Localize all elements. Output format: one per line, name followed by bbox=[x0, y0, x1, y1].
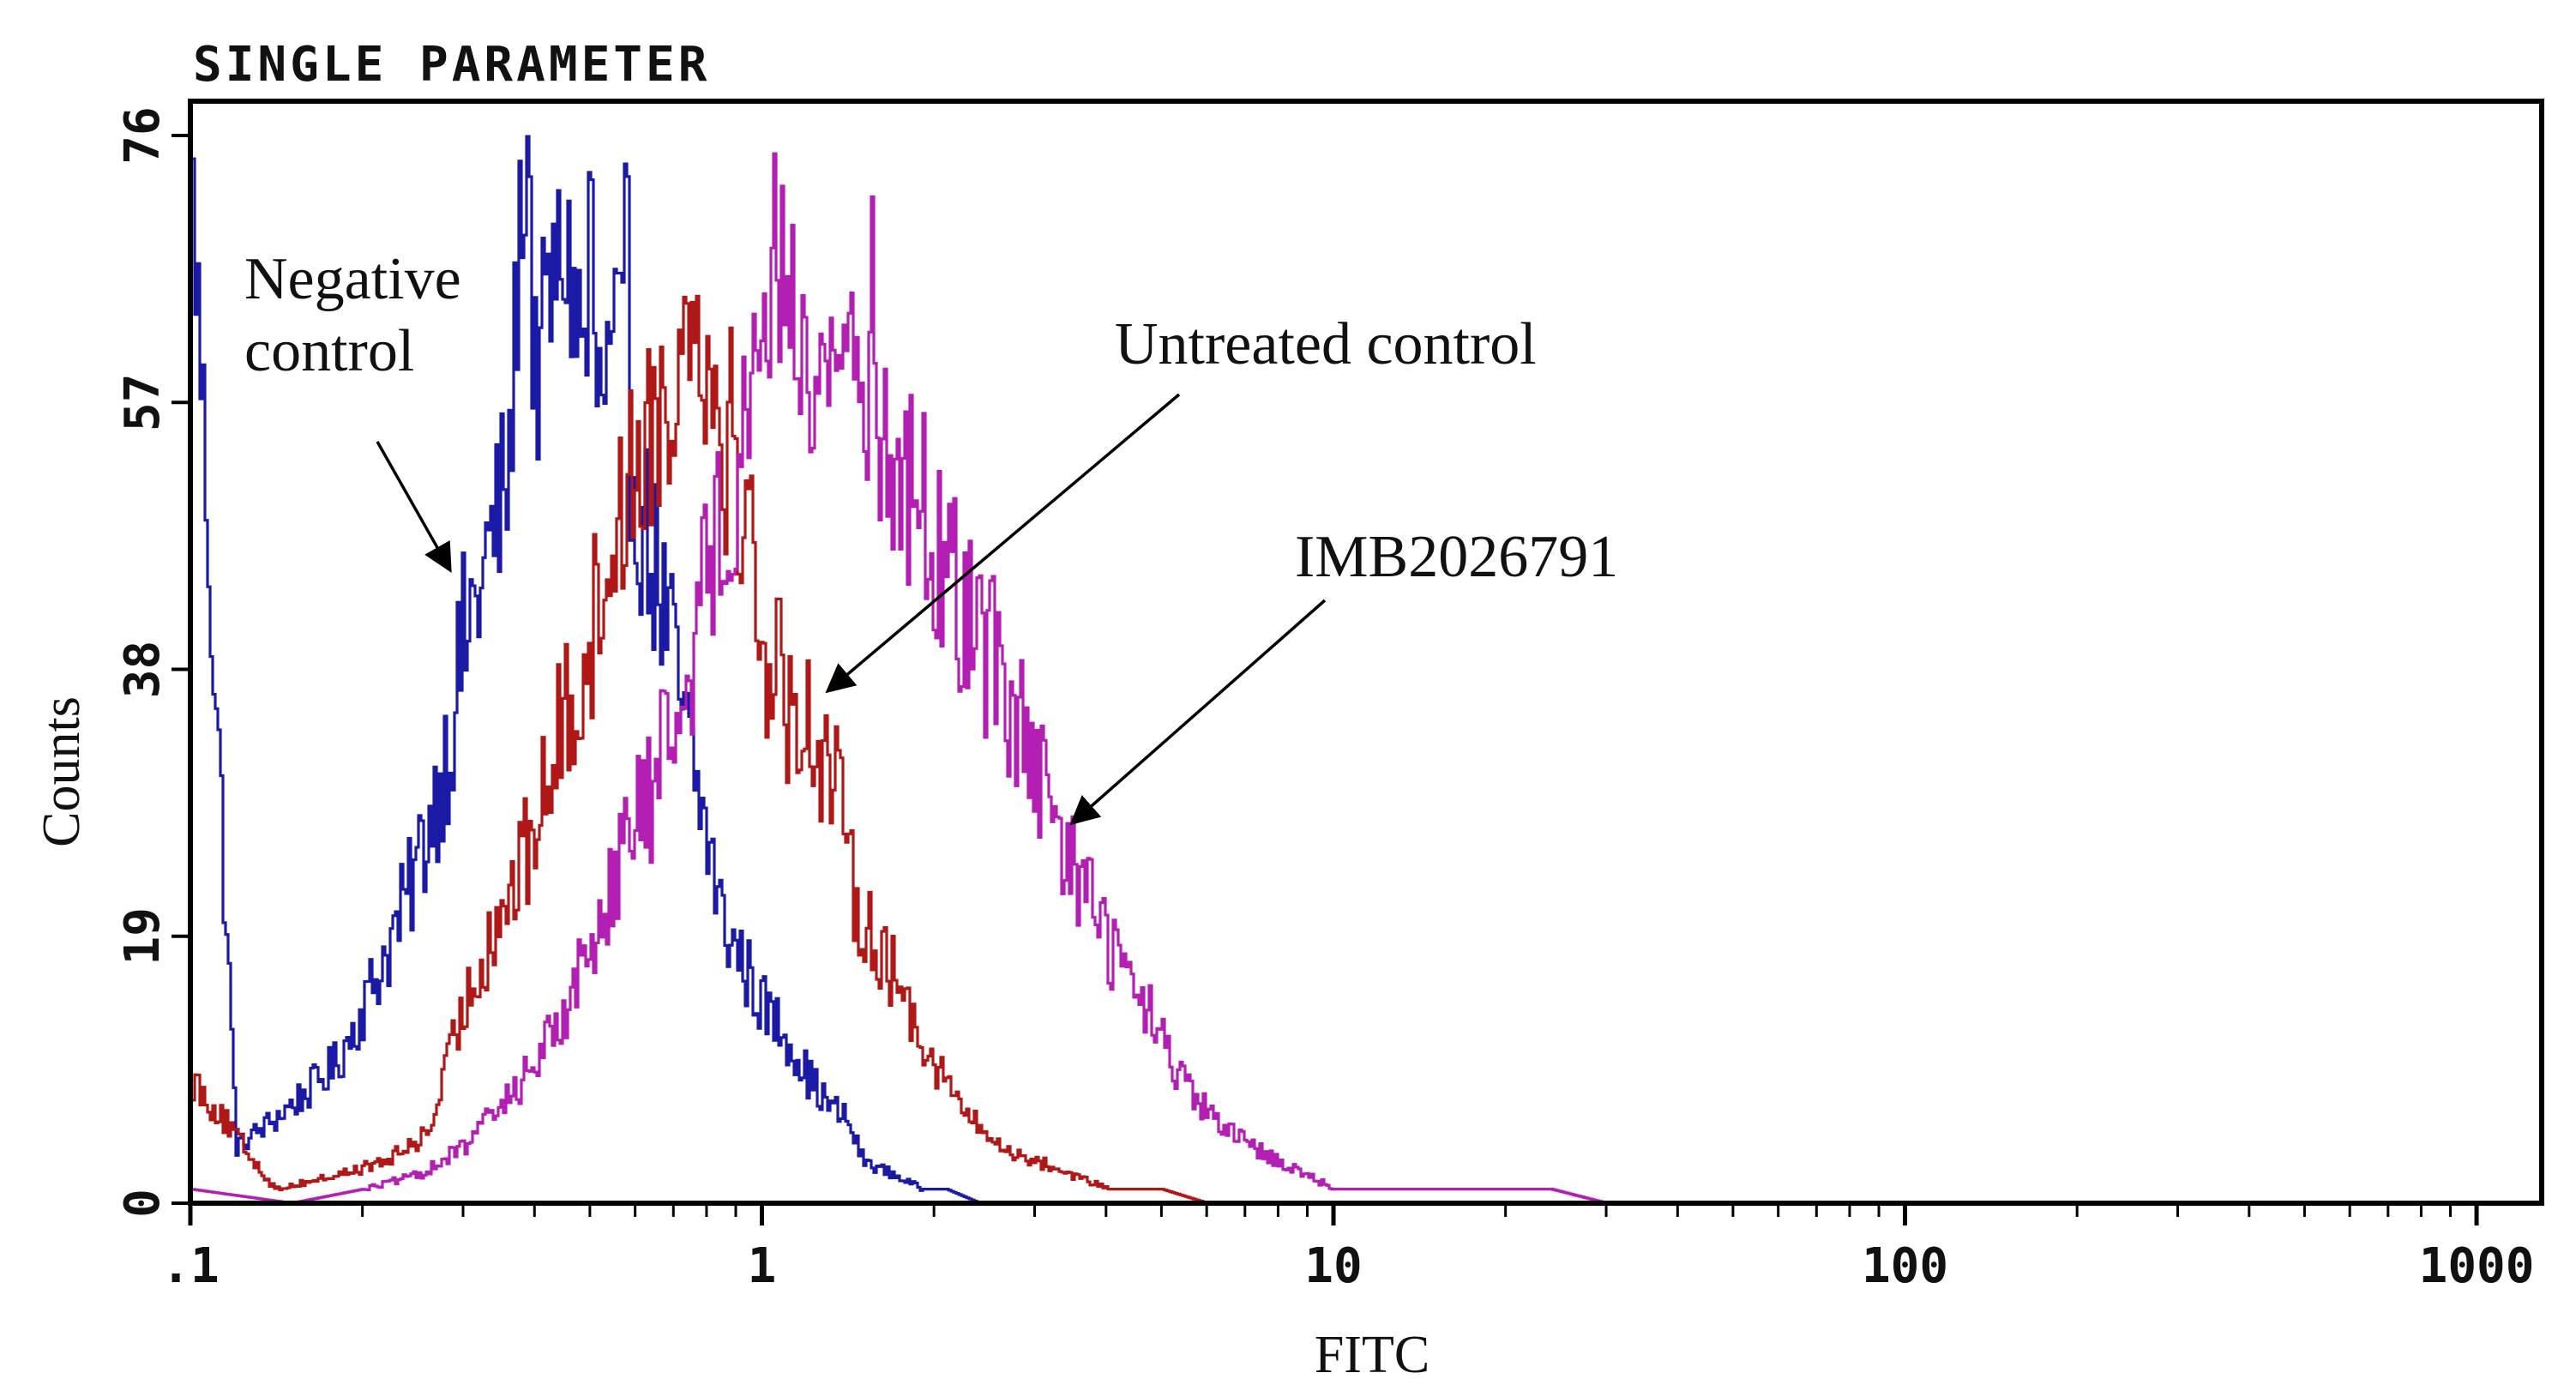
x-tick-label: 1000 bbox=[2419, 1238, 2535, 1294]
annotation-arrow bbox=[1069, 599, 1327, 826]
annotation-arrow bbox=[376, 441, 452, 573]
annotation-arrow bbox=[825, 393, 1181, 694]
y-tick-label: 19 bbox=[115, 907, 171, 965]
y-tick-label: 38 bbox=[115, 641, 171, 698]
x-axis-label: FITC bbox=[1315, 1326, 1429, 1384]
histogram-series-1 bbox=[192, 294, 2541, 1205]
annotation-label: IMB2026791 bbox=[1295, 524, 1618, 590]
annotation-label: Untreated control bbox=[1115, 311, 1537, 377]
y-tick-label: 57 bbox=[115, 374, 171, 431]
x-tick-label: .1 bbox=[161, 1238, 219, 1294]
x-tick-label: 100 bbox=[1862, 1238, 1948, 1294]
annotation-label: Negative bbox=[244, 246, 461, 312]
x-tick-label: 1 bbox=[748, 1238, 777, 1294]
plot-frame bbox=[188, 99, 2544, 1206]
annotation-label: control bbox=[244, 318, 414, 384]
chart-title: SINGLE PARAMETER bbox=[193, 37, 710, 93]
axis-ticks: .1 1 10 100 1000 0 19 38 57 76 bbox=[115, 106, 2534, 1294]
y-tick-label: 0 bbox=[115, 1189, 171, 1218]
x-tick-label: 10 bbox=[1304, 1238, 1362, 1294]
y-axis-label: Counts bbox=[33, 696, 91, 847]
series-layer bbox=[192, 135, 2541, 1205]
y-tick-label: 76 bbox=[115, 106, 171, 164]
